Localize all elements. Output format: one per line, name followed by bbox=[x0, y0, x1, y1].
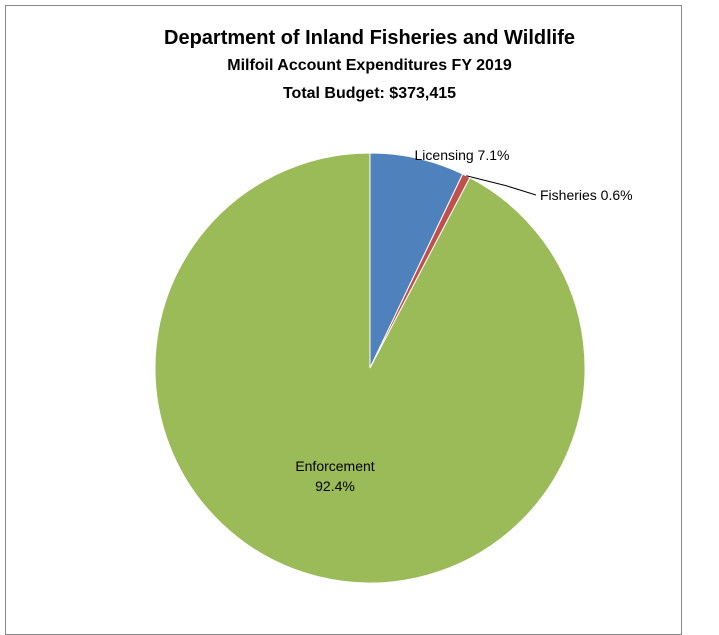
chart-titles: Department of Inland Fisheries and Wildl… bbox=[5, 26, 719, 106]
leader-line-fisheries bbox=[466, 175, 537, 196]
chart-subtitle: Milfoil Account Expenditures FY 2019 bbox=[227, 57, 512, 74]
slice-percent-enforcement: 92.4% bbox=[315, 478, 355, 494]
slice-label-licensing: Licensing 7.1% bbox=[415, 147, 510, 163]
pie-chart: Licensing 7.1% Fisheries 0.6% Enforcement 9… bbox=[154, 147, 633, 584]
slice-label-fisheries: Fisheries 0.6% bbox=[540, 187, 633, 203]
chart-total-budget: Total Budget: $373,415 bbox=[282, 85, 457, 102]
pie-slice-enforcement bbox=[154, 152, 586, 584]
slice-label-enforcement: Enforcement bbox=[295, 458, 374, 474]
chart-title: Department of Inland Fisheries and Wildl… bbox=[164, 27, 575, 49]
